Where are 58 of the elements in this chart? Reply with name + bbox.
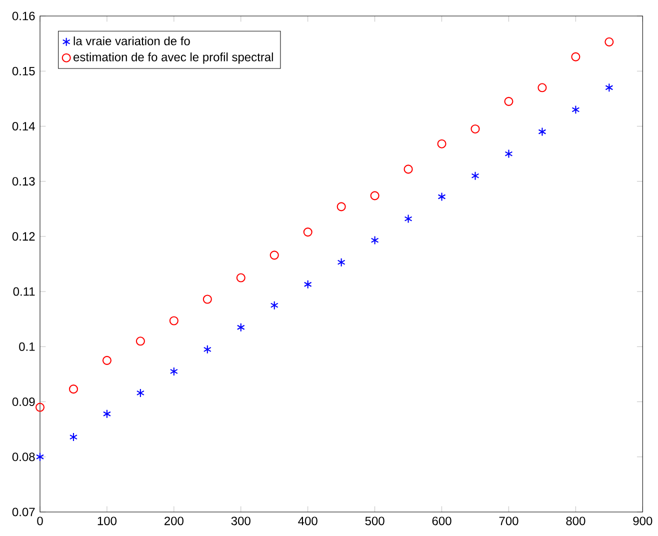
- point: [35, 402, 45, 412]
- point: [572, 105, 580, 114]
- y-tick-label: 0.13: [12, 177, 35, 186]
- point: [404, 164, 413, 174]
- point: [304, 280, 312, 289]
- point: [68, 384, 78, 394]
- point: [504, 149, 513, 158]
- point: [504, 96, 514, 106]
- x-tick-label: 400: [298, 516, 318, 526]
- y-tick-label: 0.15: [12, 66, 35, 76]
- point: [604, 37, 614, 46]
- point: [170, 366, 178, 376]
- legend-label: la vraie variation de fo: [74, 36, 190, 46]
- y-tick-label: 0.16: [12, 12, 35, 20]
- point: [236, 273, 246, 282]
- point: [538, 83, 547, 92]
- point: [136, 336, 145, 346]
- point: [336, 202, 346, 212]
- point: [404, 214, 412, 224]
- point: [303, 227, 312, 237]
- x-tick-label: 900: [633, 516, 652, 526]
- point: [370, 236, 379, 245]
- point: [438, 192, 446, 202]
- point: [102, 356, 112, 365]
- y-tick-label: 0.14: [12, 122, 35, 130]
- point: [270, 250, 279, 260]
- point: [571, 52, 580, 62]
- point: [538, 127, 546, 136]
- y-tick-label: 0.11: [13, 287, 35, 296]
- point: [337, 258, 346, 267]
- x-tick-label: 300: [231, 516, 250, 526]
- point: [69, 432, 78, 442]
- point: [36, 452, 44, 462]
- x-tick-label: 600: [432, 516, 452, 526]
- point: [605, 83, 614, 92]
- point: [236, 322, 245, 332]
- point: [270, 300, 278, 310]
- x-tick-label: 200: [164, 516, 184, 526]
- x-tick-label: 800: [566, 516, 586, 526]
- point: [370, 191, 380, 200]
- point: [102, 409, 111, 418]
- point: [203, 344, 212, 354]
- y-tick-label: 0.08: [12, 452, 35, 462]
- point: [437, 139, 446, 148]
- point: [470, 124, 480, 134]
- y-tick-label: 0.1: [19, 342, 35, 351]
- point: [471, 171, 480, 180]
- y-tick-label: 0.12: [12, 232, 35, 241]
- point: [202, 294, 212, 304]
- x-tick-label: 700: [499, 516, 518, 526]
- legend-label: estimation de fo avec le profil spectral: [74, 52, 273, 64]
- y-tick-label: 0.07: [12, 508, 35, 516]
- point: [169, 316, 178, 326]
- x-tick-label: 500: [365, 516, 384, 526]
- point: [136, 388, 144, 398]
- x-tick-label: 100: [98, 516, 117, 526]
- x-tick-label: 0: [37, 516, 43, 526]
- y-tick-label: 0.09: [12, 398, 35, 406]
